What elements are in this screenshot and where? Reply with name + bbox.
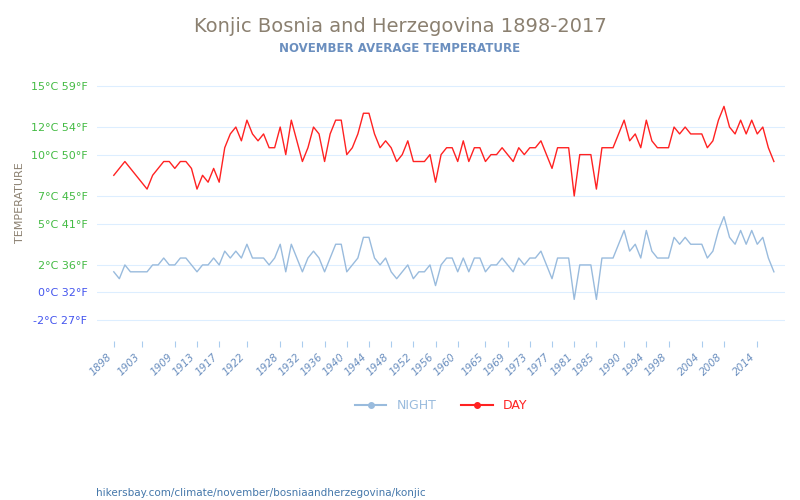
- Text: hikersbay.com/climate/november/bosniaandherzegovina/konjic: hikersbay.com/climate/november/bosniaand…: [96, 488, 426, 498]
- Text: Konjic Bosnia and Herzegovina 1898-2017: Konjic Bosnia and Herzegovina 1898-2017: [194, 18, 606, 36]
- Legend: NIGHT, DAY: NIGHT, DAY: [350, 394, 532, 417]
- Text: NOVEMBER AVERAGE TEMPERATURE: NOVEMBER AVERAGE TEMPERATURE: [279, 42, 521, 56]
- Y-axis label: TEMPERATURE: TEMPERATURE: [15, 162, 25, 244]
